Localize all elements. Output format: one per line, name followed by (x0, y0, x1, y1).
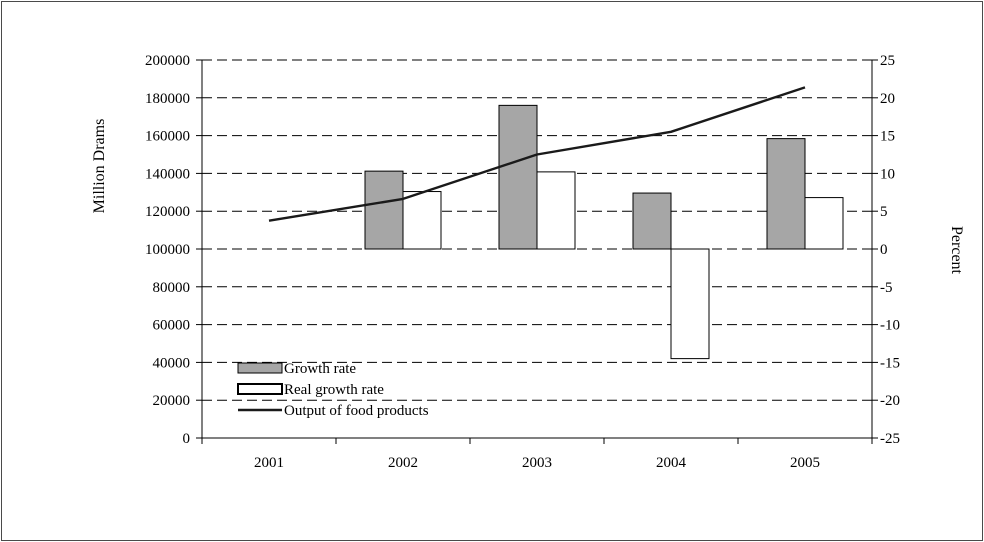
left-tick-label: 160000 (145, 129, 190, 145)
left-tick-label: 180000 (145, 91, 190, 107)
bar-real-growth-rate (670, 248, 710, 360)
tick-labels: 0 20000 40000 60000 80000 100000 120000 140000 1… (145, 53, 900, 471)
legend-swatch (237, 383, 283, 395)
right-tick-label: -20 (880, 393, 900, 409)
left-tick-label: 140000 (145, 166, 190, 182)
right-tick-label: -10 (880, 318, 900, 334)
left-tick-label: 120000 (145, 204, 190, 220)
right-tick-label: -5 (880, 280, 893, 296)
left-tick-label: 100000 (145, 242, 190, 258)
legend-label: Output of food products (284, 403, 429, 419)
right-tick-label: -25 (880, 431, 900, 447)
left-tick-label: 20000 (153, 393, 191, 409)
line-series (268, 86, 806, 222)
left-tick-label: 0 (183, 431, 191, 447)
right-axis-title: Percent (948, 226, 965, 275)
left-tick-label: 60000 (153, 318, 191, 334)
legend-swatch (237, 362, 283, 374)
legend: Growth rate Real growth rate Output of foo… (237, 361, 429, 419)
left-tick-label: 200000 (145, 53, 190, 69)
x-tick-label: 2003 (522, 455, 552, 471)
right-tick-label: 5 (880, 204, 888, 220)
bars (364, 104, 844, 360)
bar-growth-rate (632, 192, 672, 250)
legend-label: Growth rate (284, 361, 356, 377)
x-tick-label: 2004 (656, 455, 687, 471)
left-tick-label: 40000 (153, 355, 191, 371)
bar-growth-rate (364, 170, 404, 250)
x-tick-label: 2002 (388, 455, 418, 471)
x-tick-label: 2005 (790, 455, 820, 471)
right-tick-label: 15 (880, 129, 895, 145)
right-tick-label: -15 (880, 355, 900, 371)
left-axis-title: Million Drams (91, 119, 108, 214)
x-tick-label: 2001 (254, 455, 284, 471)
bar-real-growth-rate (536, 171, 576, 250)
right-tick-label: 0 (880, 242, 888, 258)
bar-real-growth-rate (402, 191, 442, 250)
right-tick-label: 10 (880, 166, 895, 182)
legend-label: Real growth rate (284, 382, 384, 398)
right-tick-label: 20 (880, 91, 895, 107)
axes (196, 59, 878, 444)
bar-growth-rate (766, 138, 806, 250)
bar-growth-rate (498, 104, 538, 250)
right-tick-label: 25 (880, 53, 895, 69)
bar-real-growth-rate (804, 197, 844, 250)
left-tick-label: 80000 (153, 280, 191, 296)
